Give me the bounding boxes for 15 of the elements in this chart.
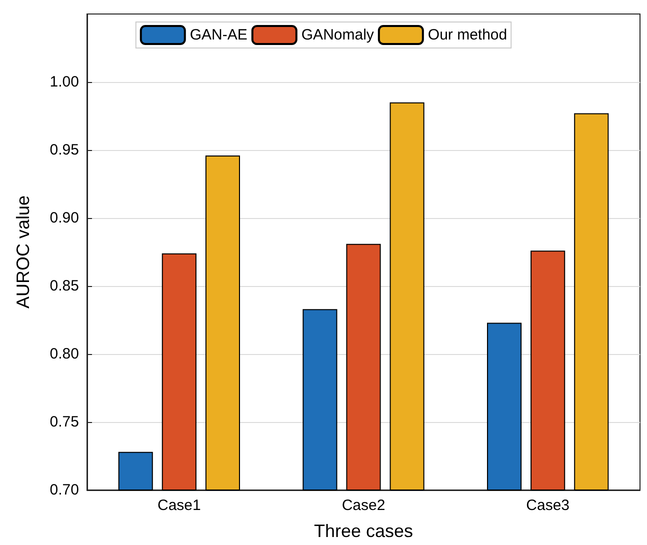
x-axis-title: Three cases	[314, 521, 414, 541]
y-tick-label: 0.95	[50, 142, 79, 158]
x-tick-label: Case3	[526, 497, 570, 514]
y-tick-label: 1.00	[50, 74, 79, 90]
x-tick-label: Case1	[157, 497, 201, 514]
x-tick-label: Case2	[342, 497, 386, 514]
y-tick-label: 0.90	[50, 210, 79, 226]
y-tick-label: 0.80	[50, 346, 79, 362]
y-axis-title: AUROC value	[13, 195, 33, 309]
legend-label: GANomaly	[301, 26, 374, 44]
legend-label: GAN-AE	[190, 26, 248, 44]
y-tick-label: 0.85	[50, 278, 79, 294]
y-tick-label: 0.75	[50, 414, 79, 430]
legend-label: Our method	[428, 26, 508, 44]
y-tick-label: 0.70	[50, 482, 79, 498]
